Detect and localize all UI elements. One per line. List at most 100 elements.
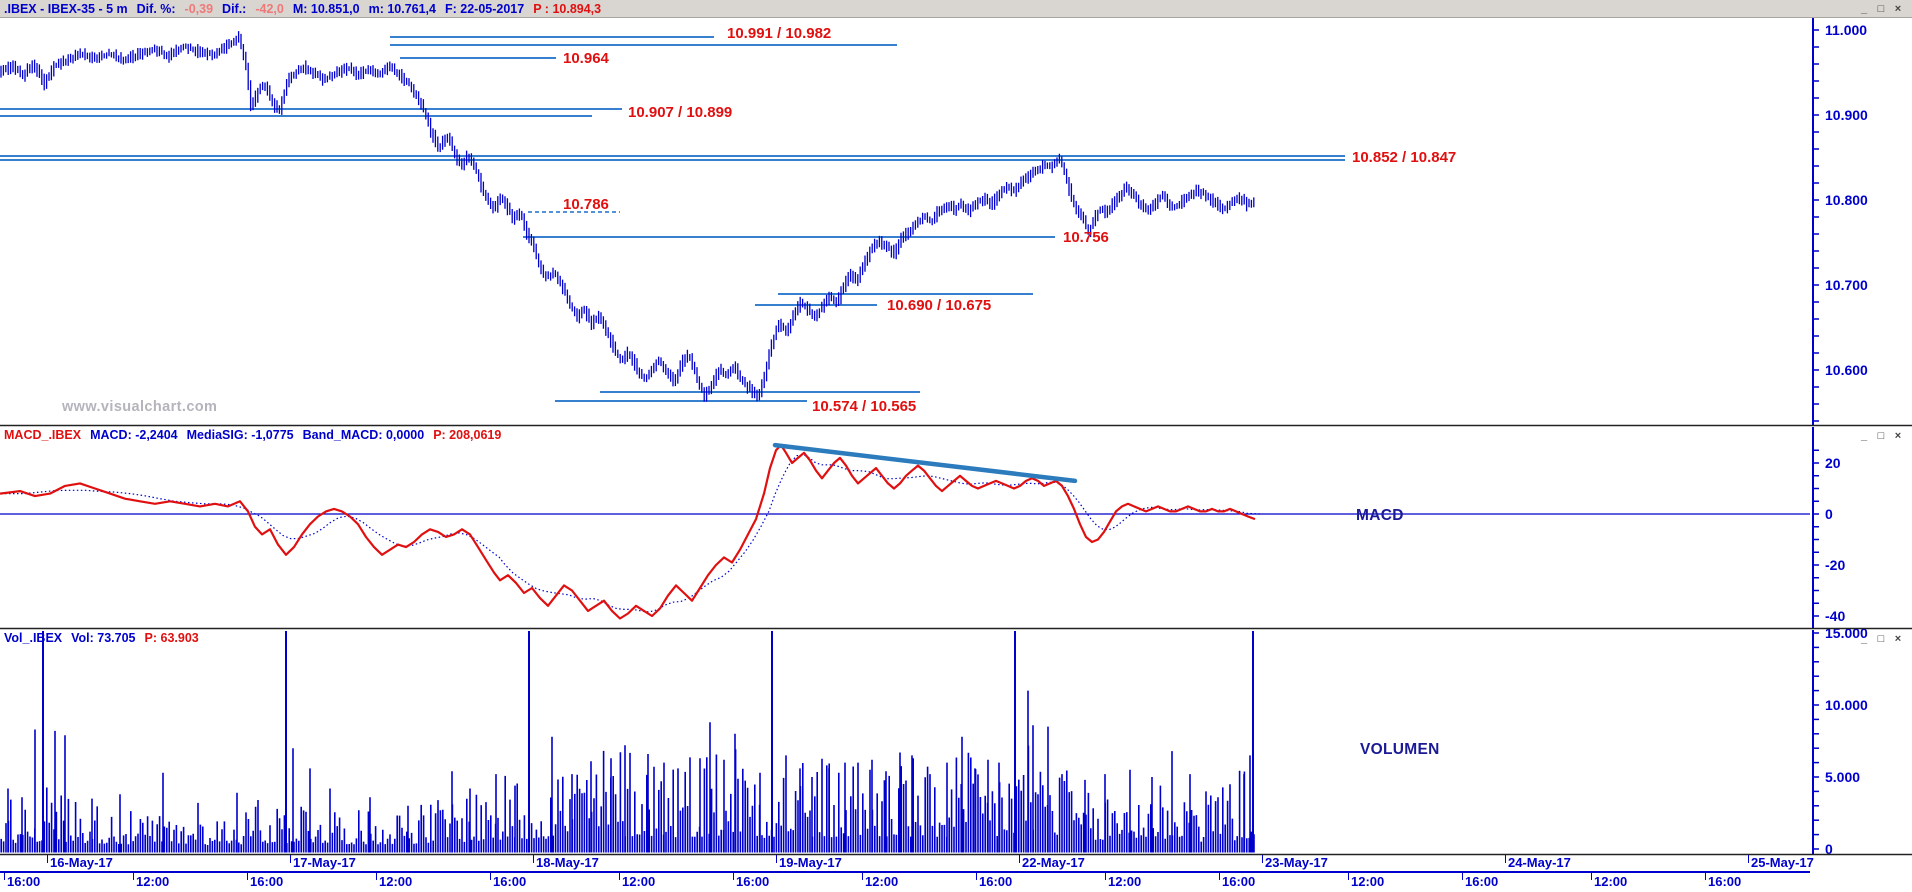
svg-text:10.000: 10.000	[1825, 697, 1868, 713]
title-field: Dif.:	[222, 1, 247, 16]
time-label: 12:00	[1594, 874, 1628, 889]
time-axis: 16-May-17 17-May-17 18-May-17 19-May-17 22-M…	[0, 854, 1912, 892]
time-tick	[1348, 872, 1349, 880]
time-label: 16:00	[493, 874, 527, 889]
title-field: -42,0	[255, 1, 284, 16]
price-level-label: 10.907 / 10.899	[628, 104, 733, 121]
svg-text:10.800: 10.800	[1825, 192, 1868, 208]
price-level-label: 10.964	[563, 50, 609, 67]
price-level-label: 10.786	[563, 196, 609, 213]
title-field: M: 10.851,0	[292, 1, 360, 16]
time-label: 12:00	[136, 874, 170, 889]
time-label: 12:00	[865, 874, 899, 889]
time-tick	[1462, 872, 1463, 880]
volume-header: Vol_.IBEX Vol: 73.705 P: 63.903	[4, 631, 199, 645]
time-label: 16:00	[1708, 874, 1742, 889]
time-tick	[862, 872, 863, 880]
minimize-button[interactable]: _	[1860, 632, 1868, 645]
macd-chart-area[interactable]	[0, 444, 1810, 628]
macd-panel-label: MACD	[1356, 507, 1404, 524]
date-tick	[290, 855, 291, 863]
time-label: 16:00	[1465, 874, 1499, 889]
volume-header-field: Vol: 73.705	[71, 631, 136, 645]
macd-header-field: MediaSIG: -1,0775	[186, 428, 294, 442]
time-tick	[619, 872, 620, 880]
date-tick	[1262, 855, 1263, 863]
time-label: 16:00	[250, 874, 284, 889]
title-field: F: 22-05-2017	[445, 1, 525, 16]
volume-chart-area[interactable]	[0, 647, 1810, 853]
date-label: 17-May-17	[293, 855, 356, 870]
macd-header: MACD_.IBEX MACD: -2,2404 MediaSIG: -1,0775…	[4, 428, 501, 442]
time-label: 12:00	[379, 874, 413, 889]
time-tick	[247, 872, 248, 880]
price-level-label: 10.991 / 10.982	[727, 25, 832, 42]
date-label: 25-May-17	[1751, 855, 1814, 870]
time-tick	[1219, 872, 1220, 880]
visualchart-watermark: www.visualchart.com	[62, 399, 218, 415]
minimize-button[interactable]: _	[1860, 2, 1868, 15]
date-label: 24-May-17	[1508, 855, 1571, 870]
macd-header-field: Band_MACD: 0,0000	[302, 428, 425, 442]
price-chart-area[interactable]	[0, 18, 1810, 425]
svg-text:-20: -20	[1825, 557, 1845, 573]
time-tick	[733, 872, 734, 880]
maximize-button[interactable]: □	[1877, 2, 1885, 15]
svg-text:0: 0	[1825, 506, 1833, 522]
svg-text:0: 0	[1825, 841, 1833, 857]
minimize-button[interactable]: _	[1860, 429, 1868, 442]
date-label: 23-May-17	[1265, 855, 1328, 870]
svg-text:5.000: 5.000	[1825, 769, 1860, 785]
time-tick	[1591, 872, 1592, 880]
volume-header-field: P: 63.903	[144, 631, 199, 645]
time-tick	[376, 872, 377, 880]
time-label: 12:00	[1351, 874, 1385, 889]
time-label: 16:00	[7, 874, 41, 889]
close-button[interactable]: ×	[1894, 632, 1902, 645]
date-tick	[1019, 855, 1020, 863]
volume-panel-label: VOLUMEN	[1360, 741, 1440, 758]
instrument-titlebar: .IBEX - IBEX-35 - 5 m Dif. %: -0,39 Dif.: -4…	[0, 0, 1912, 18]
svg-text:10.700: 10.700	[1825, 277, 1868, 293]
svg-text:10.900: 10.900	[1825, 107, 1868, 123]
date-tick	[533, 855, 534, 863]
close-button[interactable]: ×	[1894, 429, 1902, 442]
date-tick	[776, 855, 777, 863]
title-field: .IBEX - IBEX-35 - 5 m	[4, 1, 128, 16]
title-field: m: 10.761,4	[368, 1, 436, 16]
date-label: 16-May-17	[50, 855, 113, 870]
date-tick	[1505, 855, 1506, 863]
date-label: 18-May-17	[536, 855, 599, 870]
time-label: 16:00	[979, 874, 1013, 889]
time-tick	[1105, 872, 1106, 880]
price-level-label: 10.756	[1063, 229, 1109, 246]
time-tick	[4, 872, 5, 880]
title-field: P : 10.894,3	[533, 1, 602, 16]
date-label: 19-May-17	[779, 855, 842, 870]
date-tick	[47, 855, 48, 863]
time-tick	[490, 872, 491, 880]
macd-window-controls: _ □ ×	[1857, 429, 1905, 443]
time-label: 16:00	[736, 874, 770, 889]
date-tick	[1748, 855, 1749, 863]
time-tick	[976, 872, 977, 880]
maximize-button[interactable]: □	[1877, 429, 1885, 442]
macd-header-field: MACD: -2,2404	[90, 428, 178, 442]
time-label: 12:00	[622, 874, 656, 889]
maximize-button[interactable]: □	[1877, 632, 1885, 645]
svg-text:10.600: 10.600	[1825, 362, 1868, 378]
svg-text:20: 20	[1825, 455, 1841, 471]
title-field: Dif. %:	[136, 1, 176, 16]
price-level-label: 10.852 / 10.847	[1352, 149, 1457, 166]
time-label: 12:00	[1108, 874, 1142, 889]
macd-header-field: P: 208,0619	[433, 428, 502, 442]
time-tick	[1705, 872, 1706, 880]
svg-text:-40: -40	[1825, 608, 1845, 624]
time-label: 16:00	[1222, 874, 1256, 889]
svg-text:11.000: 11.000	[1825, 22, 1867, 38]
title-field: -0,39	[184, 1, 214, 16]
close-button[interactable]: ×	[1894, 2, 1902, 15]
time-axis-line	[0, 871, 1810, 873]
date-label: 22-May-17	[1022, 855, 1085, 870]
